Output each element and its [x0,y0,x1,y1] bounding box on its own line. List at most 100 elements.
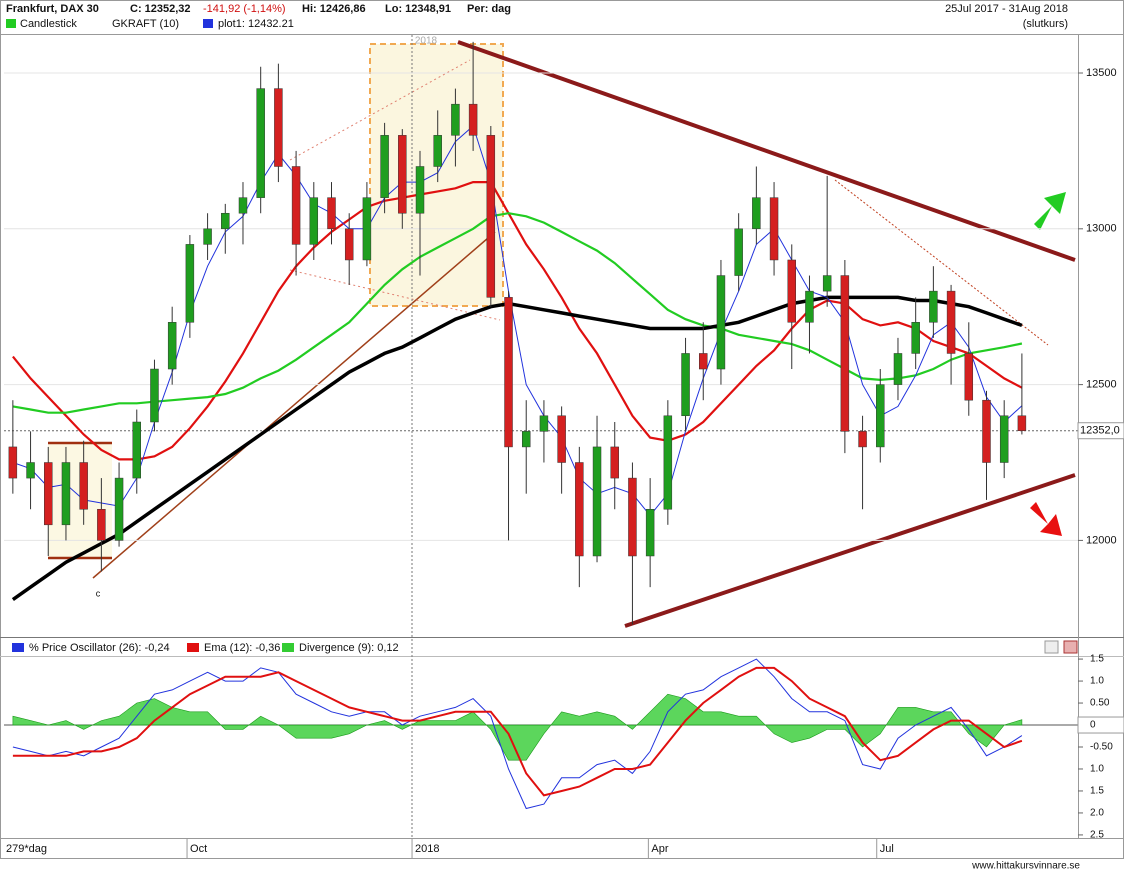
y-tick-label: -0.50 [1090,742,1113,753]
candle-body [769,197,779,261]
candle-body [221,212,230,230]
candle-body [26,462,35,479]
legend-label[interactable]: % Price Oscillator (26): -0,24 [29,642,170,654]
candle-body [8,446,18,479]
candle-body [628,477,637,557]
legend-swatch [203,19,213,28]
oscillator-line [12,666,1023,797]
candle-body [167,322,177,370]
trend-line [92,231,496,579]
candle-body [185,244,195,323]
candle-body [97,508,106,541]
candle-body [999,415,1009,463]
legend-swatch [12,643,24,652]
y-tick-label: 0.50 [1090,698,1110,709]
divergence-area [12,693,1023,761]
y-tick-label: 2.0 [1090,808,1104,819]
candle-body [468,103,478,136]
legend-swatch [187,643,199,652]
candle-body [291,166,301,245]
up-arrow [1034,192,1066,230]
candle-body [752,197,761,230]
trend-line [457,40,1076,262]
price-type: (slutkurs) [1023,18,1068,30]
legend-label[interactable]: Candlestick [20,18,77,30]
candle-body [238,197,248,214]
legend-label[interactable]: plot1: 12432.21 [218,18,294,30]
period: Per: dag [467,3,511,15]
candle-body [486,135,496,298]
x-tick-label: 2018 [415,843,439,855]
candle-body [716,275,726,370]
highlight-box [369,43,504,307]
candle-body [982,399,991,463]
legend: % Price Oscillator (26): -0,24 Ema (12): … [12,642,399,654]
y-tick-label: 12500 [1086,379,1117,391]
legend-label[interactable]: Divergence (9): 0,12 [299,642,399,654]
trend-line [834,179,1049,346]
tool-button[interactable] [1044,640,1059,654]
oscillator-line [12,658,1023,810]
legend-swatch [282,643,294,652]
candle-body [539,415,549,432]
zero-box [1077,716,1124,734]
close-button[interactable] [1063,640,1078,654]
trend-line [289,269,501,321]
annotation: 2018 [415,36,438,47]
candle-body [787,259,796,323]
indicator-line [12,125,1023,517]
x-tick-label: Apr [651,843,668,855]
candle-body [79,462,88,510]
y-tick-label: 12000 [1086,534,1117,546]
candle-body [699,353,708,370]
last-price-label: 12352,0 [1080,425,1120,437]
source: www.hittakursvinnare.se [971,861,1080,872]
candle-body [274,88,283,167]
close: C: 12352,32 [130,3,191,15]
moving-average [12,181,1023,461]
candle-body [203,228,212,245]
candle-body [451,103,460,136]
candle-body [610,446,619,479]
candle-body [380,135,389,198]
last-price-box [1077,422,1124,440]
y-tick-label: 13000 [1086,223,1117,235]
candle-body [663,415,673,510]
indicator-label[interactable]: GKRAFT (10) [112,18,179,30]
bar-count: 279*dag [6,843,47,855]
candle-body [946,290,956,354]
high: Hi: 12426,86 [302,3,366,15]
candle-body [911,322,920,354]
candle-body [344,228,354,261]
oscillator-panel: 1.5 1.0 0.50 0 -0.50 1.0 1.5 2.0 2.5 [4,654,1124,841]
candle-body [114,477,124,541]
candle-body [734,228,743,276]
candle-body [362,197,372,261]
candle-body [645,508,655,557]
candle-body [433,135,442,167]
candle-body [150,368,159,423]
change: -141,92 (-1,14%) [203,3,286,15]
candle-body [822,275,832,292]
candle-body [256,88,265,198]
legend-label[interactable]: Ema (12): -0,36 [204,642,280,654]
candle-body [309,197,319,245]
candle-body [521,431,531,448]
moving-average [11,295,1023,602]
down-arrow [1030,502,1062,536]
trend-line [624,473,1076,628]
low: Lo: 12348,91 [385,3,451,15]
y-tick-label: 1.5 [1090,654,1104,665]
trend-line [289,59,471,161]
candle-body [504,297,513,448]
candle-body [398,135,407,214]
x-tick-label: Oct [190,843,207,855]
candle-body [61,462,71,526]
y-tick-label: 1.0 [1090,676,1104,687]
y-tick-label: 2.5 [1090,830,1104,841]
candle-body [840,275,850,432]
candle-body [415,166,425,214]
candle-body [44,462,53,526]
